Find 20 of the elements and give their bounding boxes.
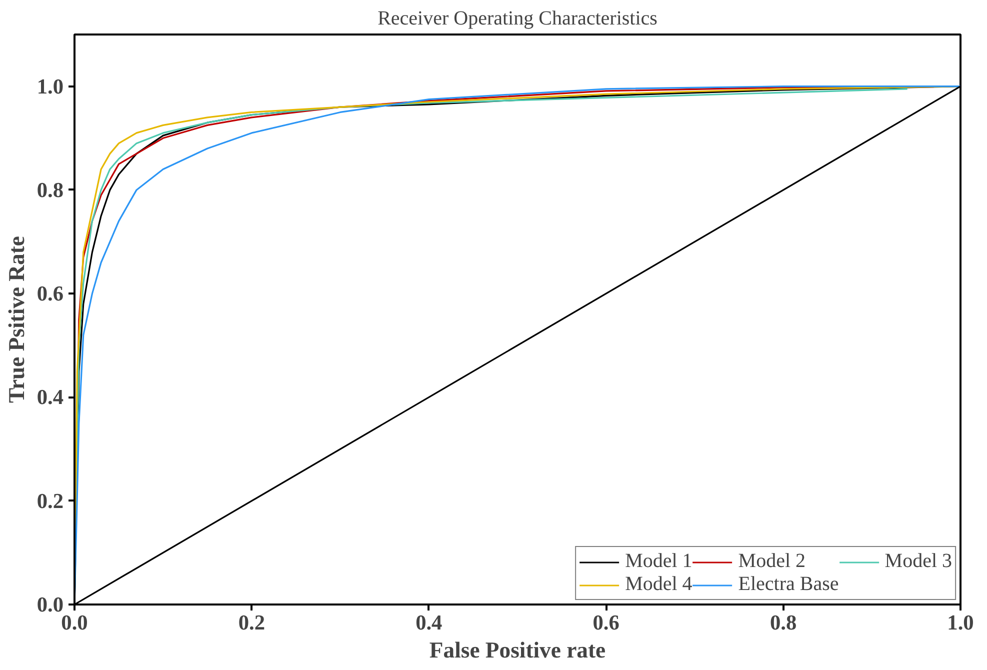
- y-axis-title: True Psitive Rate: [4, 236, 29, 403]
- x-tick-label: 0.0: [61, 610, 88, 634]
- x-tick-label: 0.6: [592, 610, 620, 634]
- legend-label: Model 1: [625, 550, 692, 573]
- y-tick-label: 0.4: [36, 385, 64, 410]
- chart-title: Receiver Operating Characteristics: [378, 8, 658, 30]
- x-tick-label: 1.0: [947, 610, 974, 634]
- y-tick-label: 1.0: [36, 74, 64, 98]
- x-tick-label: 0.8: [770, 610, 797, 634]
- y-tick-label: 0.8: [36, 178, 64, 202]
- x-tick-label: 0.2: [238, 610, 266, 634]
- x-axis-title: False Positive rate: [429, 638, 606, 662]
- y-tick-label: 0.0: [36, 592, 64, 616]
- x-tick-label: 0.4: [416, 610, 443, 634]
- legend-label: Model 3: [884, 550, 952, 573]
- legend-label: Electra Base: [738, 573, 839, 596]
- legend-label: Model 2: [738, 550, 806, 573]
- legend-label: Model 4: [625, 573, 692, 596]
- y-tick-label: 0.6: [36, 282, 64, 306]
- y-tick-label: 0.2: [36, 488, 64, 513]
